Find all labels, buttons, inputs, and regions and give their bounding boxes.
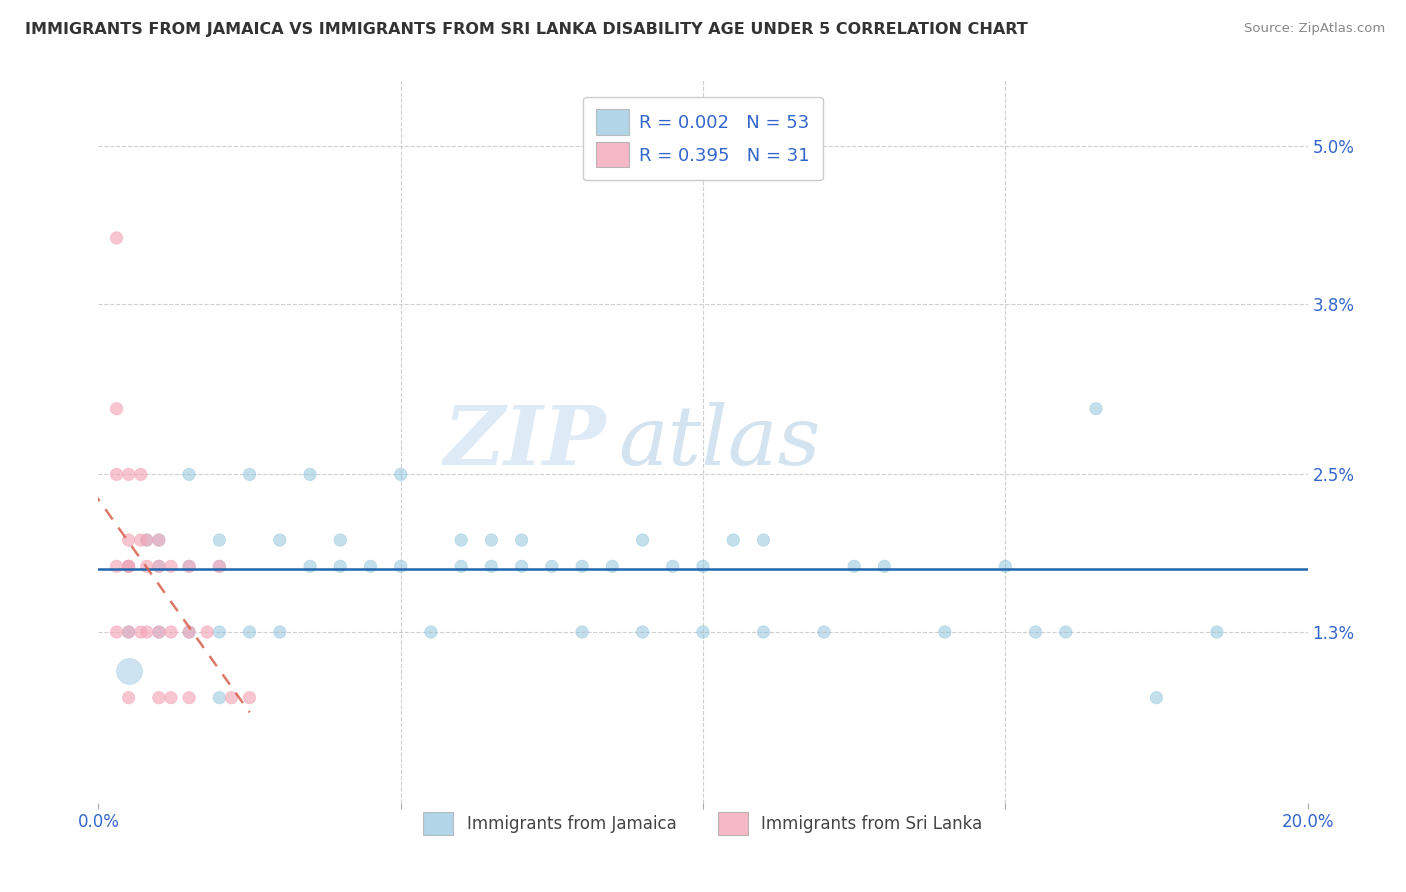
Point <box>118 467 141 482</box>
Point <box>129 625 152 640</box>
Point <box>692 559 714 574</box>
Text: IMMIGRANTS FROM JAMAICA VS IMMIGRANTS FROM SRI LANKA DISABILITY AGE UNDER 5 CORR: IMMIGRANTS FROM JAMAICA VS IMMIGRANTS FR… <box>25 22 1028 37</box>
Point <box>221 690 243 705</box>
Point <box>450 559 472 574</box>
Point <box>239 467 262 482</box>
Point <box>540 559 562 574</box>
Point <box>299 559 322 574</box>
Point <box>208 533 231 547</box>
Legend: Immigrants from Jamaica, Immigrants from Sri Lanka: Immigrants from Jamaica, Immigrants from… <box>411 798 995 848</box>
Text: atlas: atlas <box>619 401 821 482</box>
Point <box>873 559 896 574</box>
Point <box>1054 625 1077 640</box>
Point <box>420 625 443 640</box>
Point <box>208 559 231 574</box>
Point <box>481 559 503 574</box>
Point <box>1024 625 1046 640</box>
Point <box>148 690 170 705</box>
Point <box>208 625 231 640</box>
Point <box>118 625 141 640</box>
Point <box>752 625 775 640</box>
Point <box>631 533 654 547</box>
Point <box>208 690 231 705</box>
Point <box>179 625 201 640</box>
Point <box>160 625 183 640</box>
Point <box>118 665 141 679</box>
Point <box>239 625 262 640</box>
Point <box>299 467 322 482</box>
Point <box>844 559 866 574</box>
Point <box>118 559 141 574</box>
Point <box>360 559 382 574</box>
Point <box>450 533 472 547</box>
Point <box>105 625 128 640</box>
Point <box>129 467 152 482</box>
Point <box>723 533 745 547</box>
Point <box>934 625 956 640</box>
Point <box>118 690 141 705</box>
Point <box>135 625 157 640</box>
Point <box>129 533 152 547</box>
Point <box>571 625 593 640</box>
Point <box>269 625 291 640</box>
Point <box>135 533 157 547</box>
Point <box>148 625 170 640</box>
Point <box>148 559 170 574</box>
Point <box>994 559 1017 574</box>
Point <box>661 559 683 574</box>
Point <box>389 467 412 482</box>
Point <box>179 559 201 574</box>
Text: ZIP: ZIP <box>444 401 606 482</box>
Point <box>389 559 412 574</box>
Point <box>179 690 201 705</box>
Point <box>752 533 775 547</box>
Point <box>208 559 231 574</box>
Point <box>148 533 170 547</box>
Point <box>105 559 128 574</box>
Point <box>148 559 170 574</box>
Point <box>160 690 183 705</box>
Point <box>105 467 128 482</box>
Point <box>179 625 201 640</box>
Point <box>602 559 624 574</box>
Point <box>631 625 654 640</box>
Point <box>105 231 128 245</box>
Point <box>118 559 141 574</box>
Point <box>118 625 141 640</box>
Point <box>1144 690 1167 705</box>
Point <box>148 625 170 640</box>
Point <box>692 625 714 640</box>
Point <box>481 533 503 547</box>
Text: Source: ZipAtlas.com: Source: ZipAtlas.com <box>1244 22 1385 36</box>
Point <box>105 401 128 416</box>
Point <box>510 559 533 574</box>
Point <box>160 559 183 574</box>
Point <box>1206 625 1229 640</box>
Point <box>118 559 141 574</box>
Point <box>195 625 218 640</box>
Point <box>179 467 201 482</box>
Point <box>329 533 352 547</box>
Point <box>571 559 593 574</box>
Point <box>239 690 262 705</box>
Point <box>1085 401 1108 416</box>
Point <box>813 625 835 640</box>
Point <box>269 533 291 547</box>
Point <box>179 559 201 574</box>
Point <box>135 559 157 574</box>
Point <box>329 559 352 574</box>
Point <box>135 533 157 547</box>
Point <box>118 533 141 547</box>
Point <box>510 533 533 547</box>
Point <box>148 533 170 547</box>
